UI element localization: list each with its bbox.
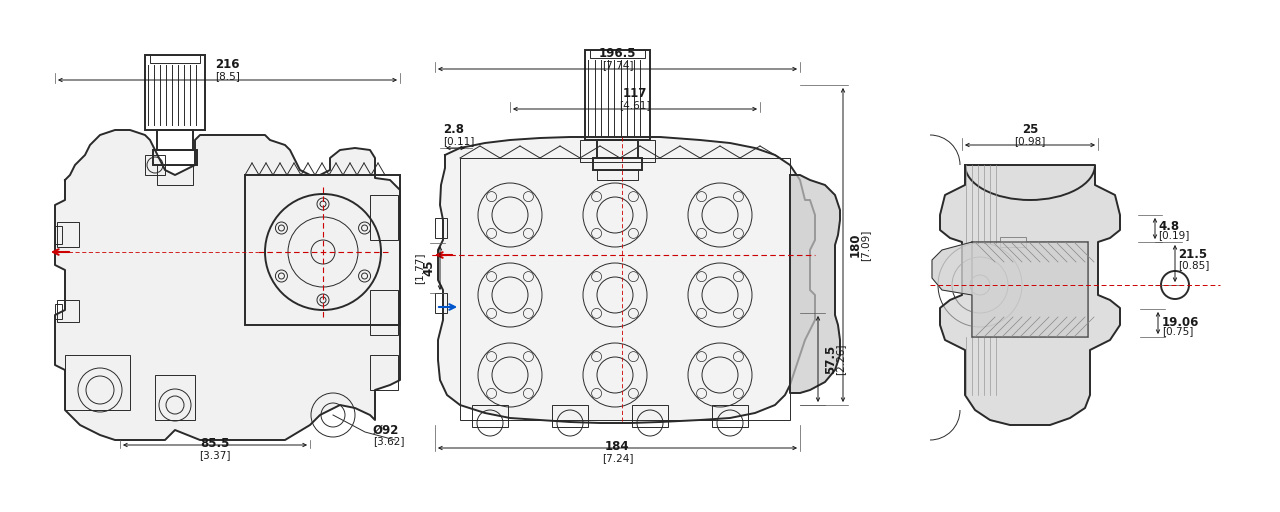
Bar: [155, 375, 195, 420]
Text: 184: 184: [605, 440, 630, 453]
Text: 180: 180: [849, 233, 861, 257]
Text: [0.11]: [0.11]: [443, 136, 475, 146]
Text: [0.85]: [0.85]: [1178, 260, 1210, 270]
Text: 4.8: 4.8: [1158, 220, 1179, 233]
Bar: [596, 170, 637, 180]
Text: [3.62]: [3.62]: [372, 436, 404, 446]
Text: 216: 216: [215, 58, 239, 71]
Text: 25: 25: [1021, 123, 1038, 136]
Polygon shape: [438, 137, 815, 423]
Bar: [972, 242, 1088, 337]
Text: [1.77]: [1.77]: [413, 252, 424, 284]
Bar: [435, 293, 447, 313]
Text: [0.75]: [0.75]: [1162, 326, 1193, 336]
Text: Ø92: Ø92: [372, 423, 399, 437]
Bar: [370, 355, 398, 390]
Bar: [370, 195, 398, 240]
Text: [0.98]: [0.98]: [1014, 136, 1046, 146]
Text: [2.26]: [2.26]: [835, 343, 845, 375]
Bar: [590, 50, 645, 58]
Bar: [157, 130, 193, 150]
Text: [3.37]: [3.37]: [200, 450, 230, 460]
Bar: [1000, 237, 1027, 247]
Bar: [712, 405, 748, 427]
Text: [7.24]: [7.24]: [602, 453, 634, 463]
Text: [8.5]: [8.5]: [215, 71, 239, 81]
Text: 21.5: 21.5: [1178, 248, 1207, 262]
Text: 19.06: 19.06: [1162, 316, 1199, 329]
Bar: [370, 290, 398, 335]
Bar: [632, 405, 668, 427]
Bar: [972, 242, 1088, 337]
Bar: [145, 55, 205, 130]
Bar: [593, 158, 643, 170]
Bar: [154, 150, 197, 165]
Bar: [55, 226, 61, 244]
Bar: [150, 55, 200, 63]
Bar: [55, 304, 61, 319]
Polygon shape: [940, 165, 1120, 425]
Polygon shape: [790, 175, 840, 393]
Text: 85.5: 85.5: [200, 437, 229, 450]
Polygon shape: [55, 130, 399, 440]
Text: [4.61]: [4.61]: [620, 100, 650, 110]
Bar: [585, 50, 650, 140]
Bar: [460, 158, 790, 420]
Bar: [65, 355, 131, 410]
Bar: [244, 175, 399, 325]
Text: 45: 45: [422, 260, 435, 276]
Text: [7.74]: [7.74]: [602, 60, 634, 70]
Text: 196.5: 196.5: [599, 47, 636, 60]
Text: 117: 117: [623, 87, 648, 100]
Bar: [58, 222, 79, 247]
Bar: [552, 405, 588, 427]
Bar: [58, 300, 79, 322]
Bar: [580, 140, 655, 162]
Text: 57.5: 57.5: [824, 345, 837, 374]
Polygon shape: [932, 242, 1088, 337]
Text: [0.19]: [0.19]: [1158, 230, 1189, 240]
Bar: [157, 165, 193, 185]
Bar: [596, 140, 637, 158]
Bar: [145, 155, 165, 175]
Text: [7.09]: [7.09]: [860, 229, 870, 261]
Text: 2.8: 2.8: [443, 123, 465, 136]
Bar: [472, 405, 508, 427]
Bar: [435, 218, 447, 238]
